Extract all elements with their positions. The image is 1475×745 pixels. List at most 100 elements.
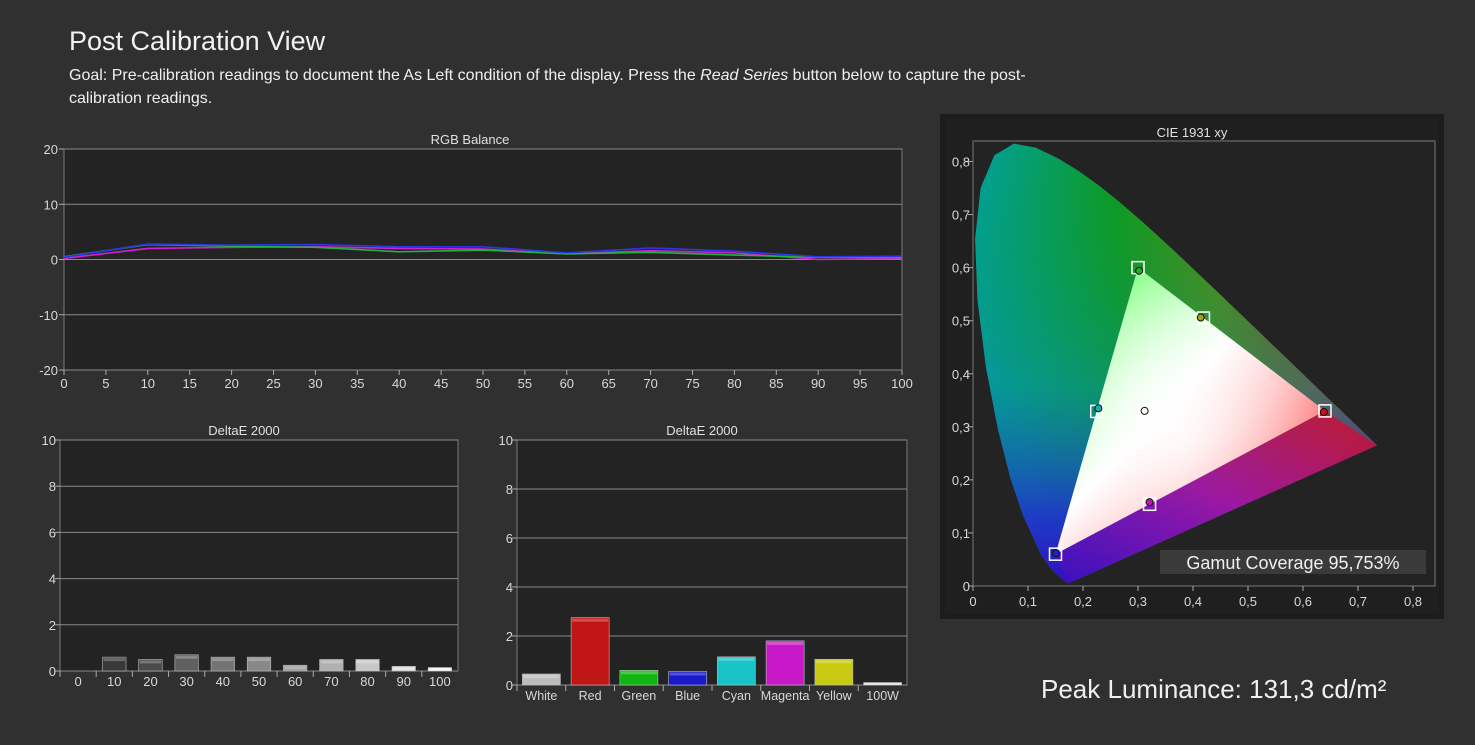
rgb-ytick-label: 0 — [51, 253, 58, 268]
dc-bar-highlight — [620, 671, 657, 675]
rgb-xtick-label: 10 — [141, 376, 155, 391]
gamut-coverage-label: Gamut Coverage 95,753% — [1186, 553, 1399, 573]
rgb-ytick-label: 10 — [44, 197, 58, 212]
cie-chart: CIE 1931 xy 0 0,1 0,2 0,3 0,4 0,5 0,6 0,7 0,8 0,8… — [945, 119, 1439, 614]
cie-ytick-label: 0,2 — [952, 473, 970, 488]
dc-bar — [814, 658, 854, 686]
dc-xtick-label: White — [525, 689, 557, 703]
cie-xtick-label: 0,3 — [1129, 594, 1147, 609]
cie-ytick-label: 0,6 — [952, 261, 970, 276]
dg-bar — [102, 656, 127, 672]
rgb-xtick-label: 50 — [476, 376, 490, 391]
cie-xtick-label: 0 — [969, 594, 976, 609]
target-square — [1048, 547, 1063, 561]
target-square — [1138, 404, 1152, 419]
dg-xtick-label: 60 — [288, 674, 302, 689]
cie-axes: 0 0,1 0,2 0,3 0,4 0,5 0,6 0,7 0,8 0,8 0,7 0,6 0,5 0,4… — [952, 155, 1422, 609]
dc-bar-highlight — [669, 672, 706, 676]
dc-bar-highlight — [864, 683, 901, 685]
rgb-xtick-label: 0 — [60, 376, 67, 391]
dc-xtick-label: Yellow — [816, 689, 853, 703]
cie-xtick-label: 0,4 — [1184, 594, 1202, 609]
rgb-xtick-label: 25 — [266, 376, 280, 391]
dg-plot-area — [59, 439, 459, 672]
dg-ytick-label: 0 — [49, 664, 56, 679]
page-title: Post Calibration View — [69, 26, 326, 56]
dg-ytick-label: 6 — [49, 525, 56, 540]
dc-xtick-label: Cyan — [722, 689, 751, 703]
dg-xtick-label: 0 — [74, 674, 81, 689]
dc-bar — [668, 671, 707, 686]
dg-xtick-label: 100 — [429, 674, 451, 689]
rgb-series-line — [63, 243, 902, 259]
rgb-xtick-label: 65 — [601, 376, 615, 391]
rgb-balance-title: RGB Balance — [431, 132, 510, 147]
rgb-xtick-label: 70 — [643, 376, 657, 391]
dc-bar-highlight — [572, 618, 609, 622]
dc-ytick-label: 8 — [506, 482, 513, 497]
dc-ytick-label: 10 — [499, 433, 513, 448]
dg-bar — [283, 664, 308, 672]
dg-bar — [138, 659, 163, 672]
dc-bar — [863, 682, 902, 686]
cie-title: CIE 1931 xy — [1157, 125, 1228, 140]
dg-bar-highlight — [175, 655, 198, 659]
measured-point — [1094, 404, 1103, 413]
dg-xtick-label: 80 — [360, 674, 374, 689]
measured-point — [1135, 266, 1144, 275]
dg-bar-highlight — [356, 660, 379, 664]
dc-bar-highlight — [815, 660, 852, 664]
cie-xtick-label: 0,2 — [1074, 594, 1092, 609]
rgb-xtick-label: 55 — [518, 376, 532, 391]
cie-xtick-label: 0,5 — [1239, 594, 1257, 609]
rgb-xtick-label: 45 — [434, 376, 448, 391]
dg-bar-highlight — [392, 667, 415, 671]
dg-bar-highlight — [212, 658, 234, 662]
dg-xtick-label: 30 — [179, 674, 193, 689]
deltae-color-title: DeltaE 2000 — [666, 423, 738, 438]
rgb-ytick-label: -10 — [39, 308, 58, 323]
dc-ytick-label: 4 — [506, 580, 513, 595]
rgb-xtick-label: 5 — [102, 376, 109, 391]
rgb-ytick-label: 20 — [44, 142, 58, 157]
dg-xtick-label: 10 — [107, 674, 121, 689]
dg-xtick-label: 70 — [324, 674, 338, 689]
target-square — [1318, 404, 1332, 418]
dc-ytick-label: 2 — [506, 629, 513, 644]
rgb-xtick-label: 20 — [224, 376, 238, 391]
measured-point — [1145, 498, 1154, 507]
cie-xtick-label: 0,1 — [1019, 594, 1037, 609]
dc-xtick-label: Green — [622, 689, 657, 703]
dg-bar — [391, 666, 416, 672]
dg-bar-highlight — [320, 660, 343, 664]
goal-suffix: button below to capture the post-calibra… — [69, 67, 1026, 107]
dg-ytick-label: 10 — [42, 433, 56, 448]
rgb-xtick-label: 90 — [811, 376, 825, 391]
measured-point — [1319, 407, 1328, 416]
cie-locus — [975, 143, 1378, 584]
rgb-xtick-label: 80 — [727, 376, 741, 391]
dg-xtick-label: 90 — [396, 674, 410, 689]
purple-line-region — [1055, 410, 1378, 584]
dc-bars — [522, 617, 902, 686]
measured-point — [1140, 406, 1149, 415]
dg-xtick-label: 50 — [252, 674, 266, 689]
rgb-xtick-label: 85 — [769, 376, 783, 391]
cie-ytick-label: 0,4 — [952, 367, 970, 382]
measured-point — [1196, 313, 1205, 322]
cie-ytick-label: 0,1 — [952, 526, 970, 541]
rgb-xtick-label: 100 — [891, 376, 913, 391]
rgb-xtick-label: 30 — [308, 376, 322, 391]
peak-luminance: Peak Luminance: 131,3 cd/m² — [1041, 674, 1387, 704]
dg-bars — [102, 654, 452, 672]
dc-xtick-label: 100W — [866, 689, 899, 703]
dg-bar — [210, 656, 235, 672]
dc-axes: 10 8 6 4 2 0 White Red Green Blue Cyan Magenta Yello… — [499, 433, 900, 703]
dc-xtick-label: Blue — [675, 689, 700, 703]
cie-ytick-label: 0,5 — [952, 314, 970, 329]
cie-xtick-label: 0,6 — [1294, 594, 1312, 609]
